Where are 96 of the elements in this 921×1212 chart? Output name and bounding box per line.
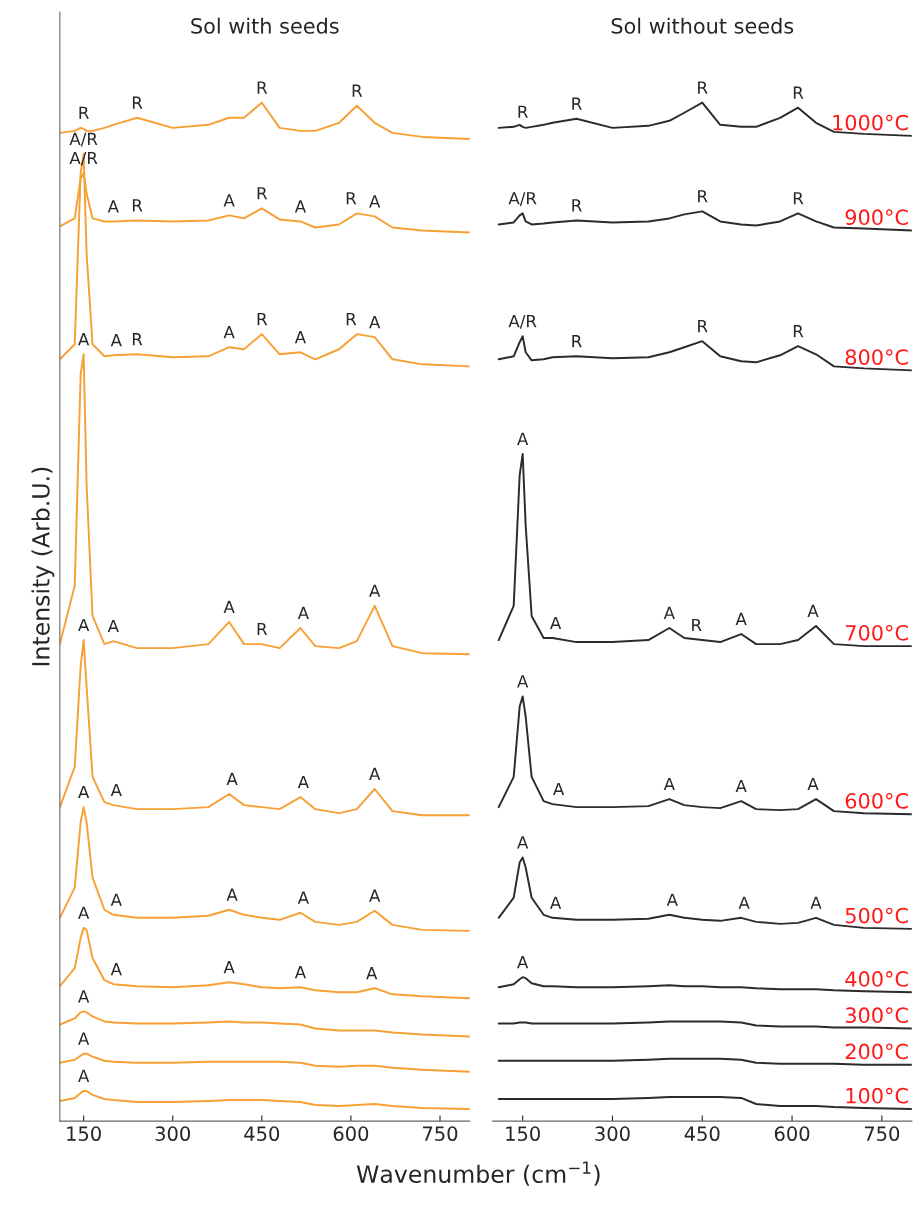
series-label: 500°C: [845, 907, 908, 924]
chart-title: Sol without seeds: [611, 17, 794, 34]
x-tick-label: 450: [244, 1126, 280, 1142]
annotation: A: [78, 906, 90, 919]
x-tick-label: 600: [333, 1126, 369, 1142]
annotation: R: [698, 81, 708, 94]
x-tick-label: 300: [155, 1126, 190, 1142]
annotation: A: [107, 200, 119, 213]
annotation: A: [110, 963, 122, 976]
annotation: R: [698, 190, 708, 203]
annotation: A: [297, 606, 309, 619]
annotation: A/R: [508, 192, 537, 206]
series-label: 600°C: [845, 792, 908, 809]
annotation: A: [663, 777, 675, 791]
annotation: A: [223, 326, 235, 339]
annotation: A/R: [508, 314, 537, 329]
annotation: R: [518, 105, 528, 118]
annotation: R: [257, 622, 268, 636]
x-tick-label: 750: [423, 1126, 458, 1142]
annotation: A: [294, 966, 306, 979]
annotation: A: [738, 896, 750, 909]
annotation: A: [294, 331, 306, 344]
x-tick-label: 150: [506, 1126, 540, 1142]
annotation: A: [663, 606, 675, 619]
x-tick-label: 150: [67, 1126, 101, 1142]
annotation: A: [110, 893, 122, 906]
annotation: R: [698, 320, 708, 333]
annotation: A: [553, 782, 565, 796]
annotation: A: [78, 618, 90, 632]
x-tick-label: 300: [595, 1126, 630, 1142]
annotation: R: [132, 96, 143, 109]
annotation: A: [78, 1069, 90, 1082]
x-tick-label: 750: [864, 1126, 900, 1142]
annotation: R: [346, 312, 357, 326]
annotation: A: [810, 896, 822, 909]
series-label: 200°C: [845, 1043, 908, 1060]
annotation: R: [793, 86, 804, 99]
annotation: A: [223, 194, 235, 207]
annotation: A: [517, 675, 529, 688]
annotation: A: [517, 956, 529, 969]
annotation: A: [78, 1032, 90, 1045]
annotation: A: [78, 990, 90, 1003]
annotation: A: [666, 893, 678, 906]
annotation: A/R: [69, 132, 98, 147]
annotation: A: [226, 772, 238, 786]
annotation: R: [79, 106, 89, 119]
annotation: A: [223, 600, 235, 613]
x-tick-label: 600: [774, 1126, 810, 1142]
annotation: R: [572, 199, 582, 212]
series-label: 100°C: [846, 1087, 908, 1104]
x-axis-title: Wavenumber (cm$^{−1}$): [356, 1161, 600, 1186]
annotation: R: [793, 192, 804, 205]
series-label: 300°C: [845, 1007, 908, 1024]
annotation: A: [369, 889, 381, 902]
annotation: A: [369, 195, 381, 208]
annotation: R: [572, 335, 582, 348]
annotation: A: [369, 767, 381, 780]
annotation: A: [78, 785, 90, 799]
annotation: R: [257, 312, 268, 326]
annotation: A: [807, 604, 819, 617]
annotation: A: [223, 961, 235, 974]
annotation: R: [257, 81, 268, 94]
series-label: 700°C: [845, 624, 908, 641]
series-label: 800°C: [845, 349, 908, 365]
series-label: 400°C: [845, 971, 908, 987]
annotation: A: [110, 783, 122, 797]
annotation: R: [692, 618, 702, 632]
annotation: A: [369, 584, 381, 597]
x-tick-label: 450: [684, 1126, 720, 1142]
annotation: R: [346, 192, 357, 205]
annotation: A: [294, 200, 306, 213]
annotation: A: [297, 775, 309, 789]
annotation: A: [517, 836, 529, 849]
annotation: A: [550, 616, 562, 630]
annotation: R: [132, 199, 143, 212]
annotation: A: [297, 891, 309, 904]
series-label: 900°C: [845, 209, 908, 226]
annotation: R: [572, 97, 582, 110]
annotation: A: [366, 967, 378, 980]
series-label: 1000°C: [833, 114, 908, 131]
chart-title: Sol with seeds: [191, 17, 339, 34]
annotation: A: [735, 612, 747, 626]
annotation: A: [107, 619, 119, 633]
annotation: A: [735, 779, 747, 793]
annotation: A: [110, 334, 122, 347]
annotation: A: [226, 888, 238, 901]
annotation: A: [78, 333, 90, 346]
annotation: R: [352, 84, 363, 97]
annotation: A: [517, 432, 529, 445]
annotation: A: [807, 777, 819, 791]
annotation: A: [550, 896, 562, 909]
y-axis-title: Intensity (Arb.U.): [31, 467, 55, 666]
annotation: R: [793, 325, 804, 338]
annotation: R: [132, 333, 143, 346]
annotation: R: [257, 187, 268, 200]
annotation: A: [369, 315, 381, 329]
